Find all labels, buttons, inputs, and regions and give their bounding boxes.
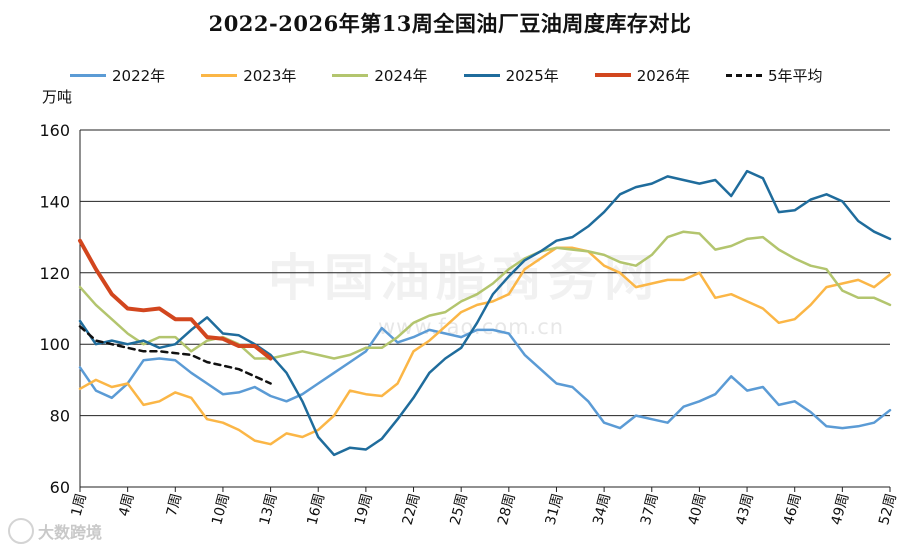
legend-swatch bbox=[201, 73, 238, 77]
legend-item-s2024: 2024年 bbox=[332, 65, 428, 86]
x-tick-label: 49周 bbox=[829, 492, 853, 527]
y-tick-label: 140 bbox=[39, 192, 70, 211]
series-line-s2025 bbox=[78, 169, 892, 457]
x-tick-label: 13周 bbox=[257, 492, 281, 527]
x-tick-label: 22周 bbox=[400, 492, 424, 527]
chart-title: 2022-2026年第13周全国油厂豆油周度库存对比 bbox=[208, 11, 692, 36]
footer-brand-label: 大数跨境 bbox=[38, 523, 103, 542]
x-tick-label: 1周 bbox=[68, 492, 89, 518]
legend-label: 2022年 bbox=[112, 66, 166, 85]
legend-label: 2023年 bbox=[243, 66, 297, 85]
legend-item-s2023: 2023年 bbox=[201, 65, 296, 86]
legend-swatch bbox=[463, 73, 500, 77]
x-tick-label: 31周 bbox=[543, 492, 567, 527]
legend-label: 2025年 bbox=[505, 66, 559, 85]
y-tick-label: 60 bbox=[50, 478, 70, 497]
x-tick-label: 46周 bbox=[781, 492, 805, 527]
x-tick-label: 25周 bbox=[447, 492, 471, 527]
legend-swatch bbox=[70, 73, 106, 77]
legend-item-s2022: 2022年 bbox=[70, 65, 165, 86]
y-axis-unit-label: 万吨 bbox=[42, 88, 73, 106]
series-line-avg bbox=[78, 325, 272, 385]
legend-label: 2026年 bbox=[636, 66, 690, 85]
y-tick-label: 120 bbox=[39, 264, 70, 283]
legend-label: 5年平均 bbox=[767, 66, 823, 85]
legend-item-s2025: 2025年 bbox=[463, 65, 559, 86]
series-line-s2024 bbox=[78, 230, 892, 360]
x-tick-label: 28周 bbox=[495, 492, 519, 527]
x-tick-label: 10周 bbox=[209, 492, 233, 527]
x-tick-label: 52周 bbox=[876, 492, 900, 527]
x-tick-label: 37周 bbox=[638, 492, 662, 527]
x-tick-label: 7周 bbox=[164, 492, 185, 518]
x-tick-label: 40周 bbox=[686, 492, 710, 527]
x-tick-label: 4周 bbox=[116, 492, 137, 518]
series-line-s2026 bbox=[78, 238, 273, 361]
x-tick-label: 19周 bbox=[352, 492, 376, 527]
brand-logo-icon bbox=[8, 518, 34, 544]
legend-swatch bbox=[594, 73, 631, 77]
legend-swatch bbox=[725, 73, 762, 77]
x-tick-label: 34周 bbox=[590, 492, 614, 527]
legend-item-s2026: 2026年 bbox=[594, 65, 690, 86]
y-tick-label: 80 bbox=[50, 407, 70, 426]
legend-item-avg: 5年平均 bbox=[725, 65, 823, 86]
x-tick-label: 16周 bbox=[304, 492, 328, 527]
legend-label: 2024年 bbox=[374, 66, 428, 85]
series-line-s2022 bbox=[78, 326, 892, 430]
y-tick-label: 160 bbox=[39, 121, 70, 140]
x-tick-label: 43周 bbox=[733, 492, 757, 527]
legend-swatch bbox=[332, 73, 369, 77]
series-line-s2023 bbox=[78, 246, 892, 446]
footer-brand: 大数跨境 bbox=[8, 518, 102, 544]
y-tick-label: 100 bbox=[39, 335, 70, 354]
chart-legend: 2022年 2023年 2024年 2025年 2026年 5年平均 bbox=[70, 63, 858, 87]
